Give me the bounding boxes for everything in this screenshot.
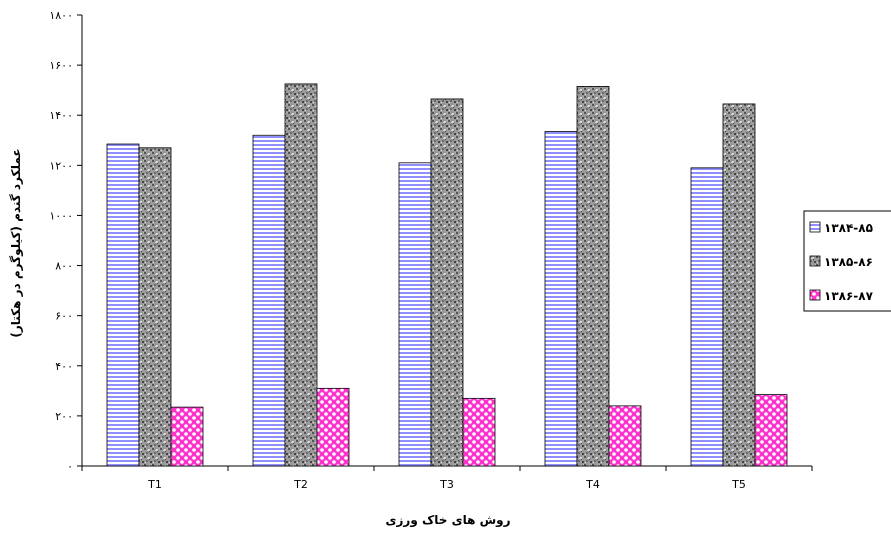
y-tick-label: ۲۰۰ (55, 410, 73, 423)
bar-3 (754, 394, 788, 467)
legend-swatch-3 (809, 289, 821, 301)
legend-item: ۱۳۸۶-۸۷ (809, 289, 874, 303)
y-tick-label: ۴۰۰ (55, 360, 73, 373)
bar-1 (106, 143, 140, 467)
x-tick-label: T4 (585, 478, 600, 491)
bar-1 (398, 162, 432, 467)
x-tick-label: T5 (731, 478, 746, 491)
bar-3 (462, 397, 496, 467)
bar-3 (316, 387, 350, 467)
legend-item: ۱۳۸۵-۸۶ (809, 255, 873, 269)
bar-2 (722, 103, 756, 467)
y-tick-label: ۱۰۰۰ (49, 209, 73, 222)
y-tick-label: ۱۸۰۰ (49, 9, 73, 22)
x-axis-label: روش های خاک ورزی (386, 513, 511, 528)
x-tick-label: T3 (439, 478, 454, 491)
legend-item: ۱۳۸۴-۸۵ (809, 221, 873, 235)
bar-1 (544, 131, 578, 467)
legend: ۱۳۸۴-۸۵ ۱۳۸۵-۸۶ ۱۳۸۶-۸۷ (803, 210, 891, 312)
bar-2 (284, 83, 318, 467)
bar-2 (576, 86, 610, 467)
x-tick-label: T2 (293, 478, 308, 491)
y-tick-label: ۰ (67, 460, 73, 473)
y-tick-label: ۶۰۰ (55, 310, 73, 323)
legend-label-3: ۱۳۸۶-۸۷ (824, 289, 874, 303)
legend-swatch-1 (809, 221, 821, 233)
legend-label-1: ۱۳۸۴-۸۵ (824, 221, 873, 235)
y-tick-label: ۱۶۰۰ (49, 59, 73, 72)
y-tick-label: ۱۲۰۰ (49, 159, 73, 172)
y-tick-label: ۸۰۰ (55, 260, 73, 273)
legend-swatch-2 (809, 255, 821, 267)
plot-area: ۰ ۲۰۰ ۴۰۰ ۶۰۰ ۸۰۰ ۱۰۰۰ ۱۲۰۰ ۱۴۰۰ ۱۶۰۰ ۱۸۰۰ T1 T2 T3 T… (49, 9, 813, 491)
bar-1 (252, 134, 286, 467)
bar-2 (138, 147, 172, 467)
legend-label-2: ۱۳۸۵-۸۶ (824, 255, 873, 269)
bar-1 (690, 167, 724, 467)
bar-3 (170, 406, 204, 467)
bar-3 (608, 405, 642, 467)
y-tick-label: ۱۴۰۰ (49, 109, 73, 122)
y-axis-label: عملکرد گندم (کیلوگرم در هکتار) (9, 148, 24, 337)
bar-2 (430, 98, 464, 467)
x-tick-label: T1 (147, 478, 162, 491)
